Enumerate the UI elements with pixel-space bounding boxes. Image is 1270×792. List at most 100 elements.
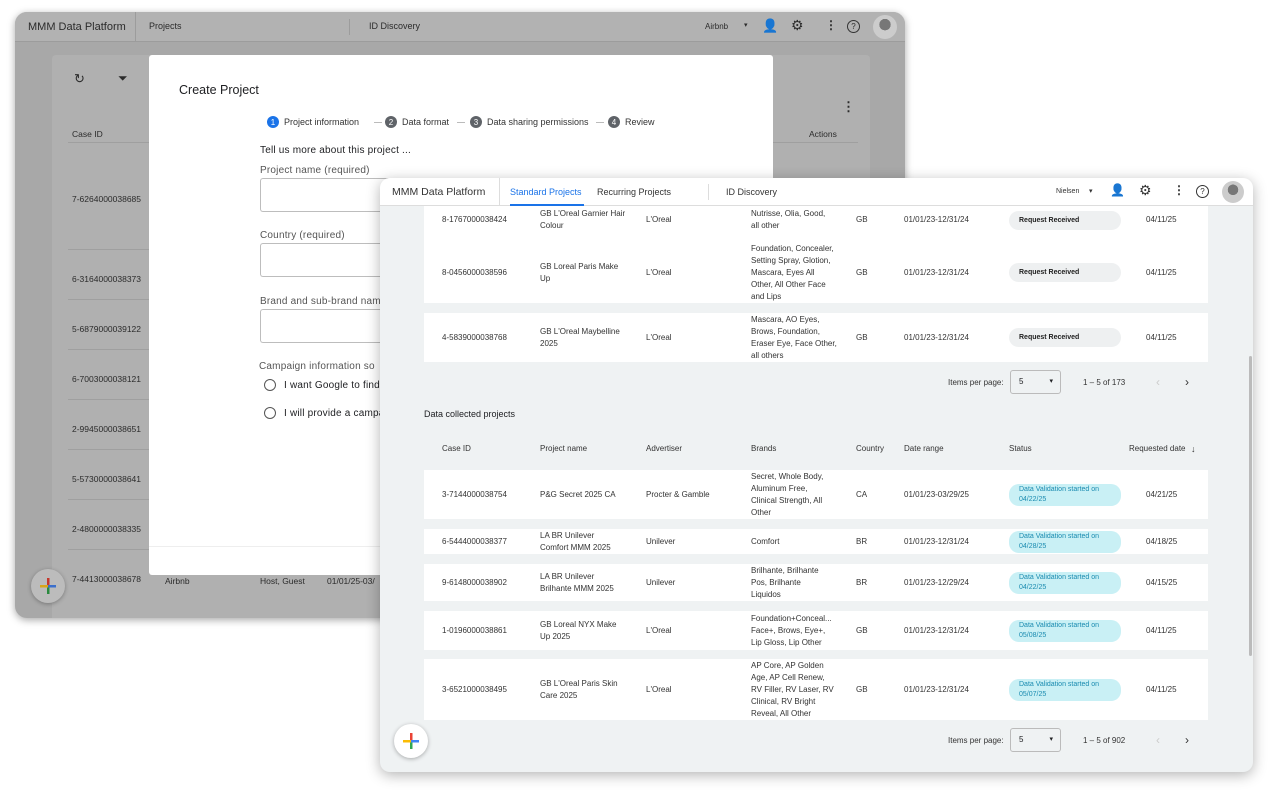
filter-icon[interactable]: ⏷ (118, 71, 128, 85)
more-vert-icon[interactable]: ⋮ (842, 99, 855, 114)
cell-case-id: 7-4413000038678 (72, 574, 142, 584)
avatar[interactable] (873, 15, 897, 39)
column-header[interactable]: Requested date (1129, 444, 1186, 453)
cell-project: LA BR Unilever Comfort MMM 2025 (540, 530, 611, 552)
step-number: 2 (385, 116, 397, 128)
cell-project: GB Loreal Paris Make Up (540, 261, 619, 283)
sort-arrow-down-icon[interactable]: ↓ (1191, 444, 1196, 454)
cell-requested: 04/11/25 (1146, 332, 1177, 342)
select-value: 5 (1019, 377, 1024, 386)
status-date: 05/08/25 (1019, 631, 1047, 639)
table-row[interactable]: 6-5444000038377 LA BR Unilever Comfort MM… (424, 529, 1208, 554)
scrollbar[interactable] (1249, 356, 1252, 656)
brand-input[interactable] (260, 309, 400, 343)
step-label: Review (625, 117, 655, 127)
col-case-id: Case ID (72, 129, 103, 139)
front-header: MMM Data Platform Standard Projects Recu… (380, 178, 1253, 206)
next-page-icon[interactable]: › (1185, 733, 1189, 747)
step-project-information[interactable]: 1 Project information (267, 116, 359, 128)
step-number: 1 (267, 116, 279, 128)
gear-icon[interactable]: ⚙ (1139, 182, 1152, 198)
cell-requested: 04/11/25 (1146, 684, 1177, 694)
cell-brands: Comfort (751, 536, 780, 546)
cell-date-range: 01/01/23-12/31/24 (904, 684, 969, 694)
cell-requested: 04/15/25 (1146, 577, 1178, 587)
cell-country: GB (856, 215, 868, 224)
table-row[interactable]: 8-0456000038596 GB Loreal Paris Make Up L'… (424, 242, 1208, 303)
cell-case-id: 5-6879000039122 (72, 324, 142, 334)
cell-requested: 04/21/25 (1146, 489, 1178, 499)
status-badge: Request Received (1009, 210, 1121, 230)
gear-icon[interactable]: ⚙ (791, 17, 804, 33)
more-vert-icon[interactable]: ⋮ (1173, 183, 1185, 197)
table-row[interactable]: 3-6521000038495 GB L'Oreal Paris Skin Car… (424, 659, 1208, 720)
dialog-title: Create Project (179, 83, 259, 97)
create-fab[interactable] (394, 724, 428, 758)
cell-project: P&G Secret 2025 CA (540, 489, 616, 499)
chevron-down-icon: ▾ (744, 22, 748, 29)
brand-label: Brand and sub-brand nam (260, 296, 381, 307)
status-text: Data Validation started on (1019, 621, 1100, 629)
table-row[interactable]: 3-7144000038754 P&G Secret 2025 CA Procter… (424, 470, 1208, 519)
help-icon[interactable]: ? (847, 20, 860, 33)
status-badge: Data Validation started on 04/22/25 (1009, 571, 1121, 594)
status-date: 04/22/25 (1019, 495, 1047, 503)
items-per-page-select[interactable]: 5 ▾ (1010, 370, 1061, 394)
cell-project: GB L'Oreal Garnier Hair Colour (540, 209, 626, 230)
items-per-page-select[interactable]: 5 ▾ (1010, 728, 1061, 752)
tab-standard-projects[interactable]: Standard Projects (510, 187, 582, 197)
cell-requested: 04/11/25 (1146, 215, 1177, 224)
project-name-input[interactable] (260, 178, 400, 212)
create-fab[interactable] (31, 569, 65, 603)
status-badge: Data Validation started on 05/07/25 (1009, 678, 1121, 701)
table-row[interactable]: 1-0196000038861 GB Loreal NYX Make Up 202… (424, 611, 1208, 650)
step-review[interactable]: 4 Review (608, 116, 655, 128)
cell-date-range: 01/01/23-12/31/24 (904, 536, 969, 546)
cell-date-range: 01/01/23-12/31/24 (904, 215, 969, 224)
cell-date-range: 01/01/23-12/29/24 (904, 577, 969, 587)
next-page-icon[interactable]: › (1185, 375, 1189, 389)
nav-id-discovery[interactable]: ID Discovery (369, 21, 421, 31)
more-vert-icon[interactable]: ⋮ (825, 18, 837, 32)
nav-id-discovery[interactable]: ID Discovery (726, 187, 778, 197)
status-badge: Data Validation started on 04/22/25 (1009, 483, 1121, 506)
tab-recurring-projects[interactable]: Recurring Projects (597, 187, 672, 197)
refresh-icon[interactable]: ↻ (74, 71, 85, 86)
table-row[interactable]: 4-5839000038768 GB L'Oreal Maybelline 202… (424, 313, 1208, 362)
nav-projects[interactable]: Projects (149, 21, 182, 31)
table-row[interactable]: 9-6148000038902 LA BR Unilever Brilhante … (424, 564, 1208, 601)
cell-requested: 04/18/25 (1146, 536, 1178, 546)
status-text: Data Validation started on (1019, 532, 1100, 540)
cell-advertiser: Procter & Gamble (646, 489, 710, 499)
account-switcher[interactable]: Airbnb (705, 22, 729, 31)
section-title: Data collected projects (424, 409, 516, 419)
column-header: Status (1009, 444, 1032, 453)
step-label: Project information (284, 117, 360, 127)
help-icon[interactable]: ? (1196, 185, 1209, 198)
cell-case-id: 6-5444000038377 (442, 536, 507, 546)
cell-requested: 04/11/25 (1146, 625, 1177, 635)
cell-case-id: 5-5730000038641 (72, 474, 142, 484)
prev-page-icon[interactable]: ‹ (1156, 375, 1160, 389)
radio-google-find[interactable] (264, 379, 276, 391)
account-switcher[interactable]: Nielsen (1056, 188, 1080, 195)
column-header: Country (856, 444, 885, 453)
cell-requested: 04/11/25 (1146, 267, 1177, 277)
avatar[interactable] (1222, 181, 1244, 203)
prev-page-icon[interactable]: ‹ (1156, 733, 1160, 747)
back-header: MMM Data Platform Projects ID Discovery … (15, 12, 905, 42)
cell-advertiser: Unilever (646, 577, 676, 587)
step-data-format[interactable]: 2 Data format (385, 116, 449, 128)
column-header: Project name (540, 444, 588, 453)
step-data-sharing-permissions[interactable]: 3 Data sharing permissions (470, 116, 589, 128)
status-text: Data Validation started on (1019, 573, 1100, 581)
column-header: Case ID (442, 444, 471, 453)
cell-country: BR (856, 536, 868, 546)
radio-provide-campaign[interactable] (264, 407, 276, 419)
add-user-icon[interactable]: 👤 (1110, 183, 1125, 197)
radio-provide-campaign-label: I will provide a campa (284, 408, 385, 419)
country-input[interactable] (260, 243, 400, 277)
status-date: 04/22/25 (1019, 583, 1047, 591)
add-user-icon[interactable]: 👤 (762, 18, 779, 33)
chevron-down-icon: ▾ (1049, 736, 1053, 743)
